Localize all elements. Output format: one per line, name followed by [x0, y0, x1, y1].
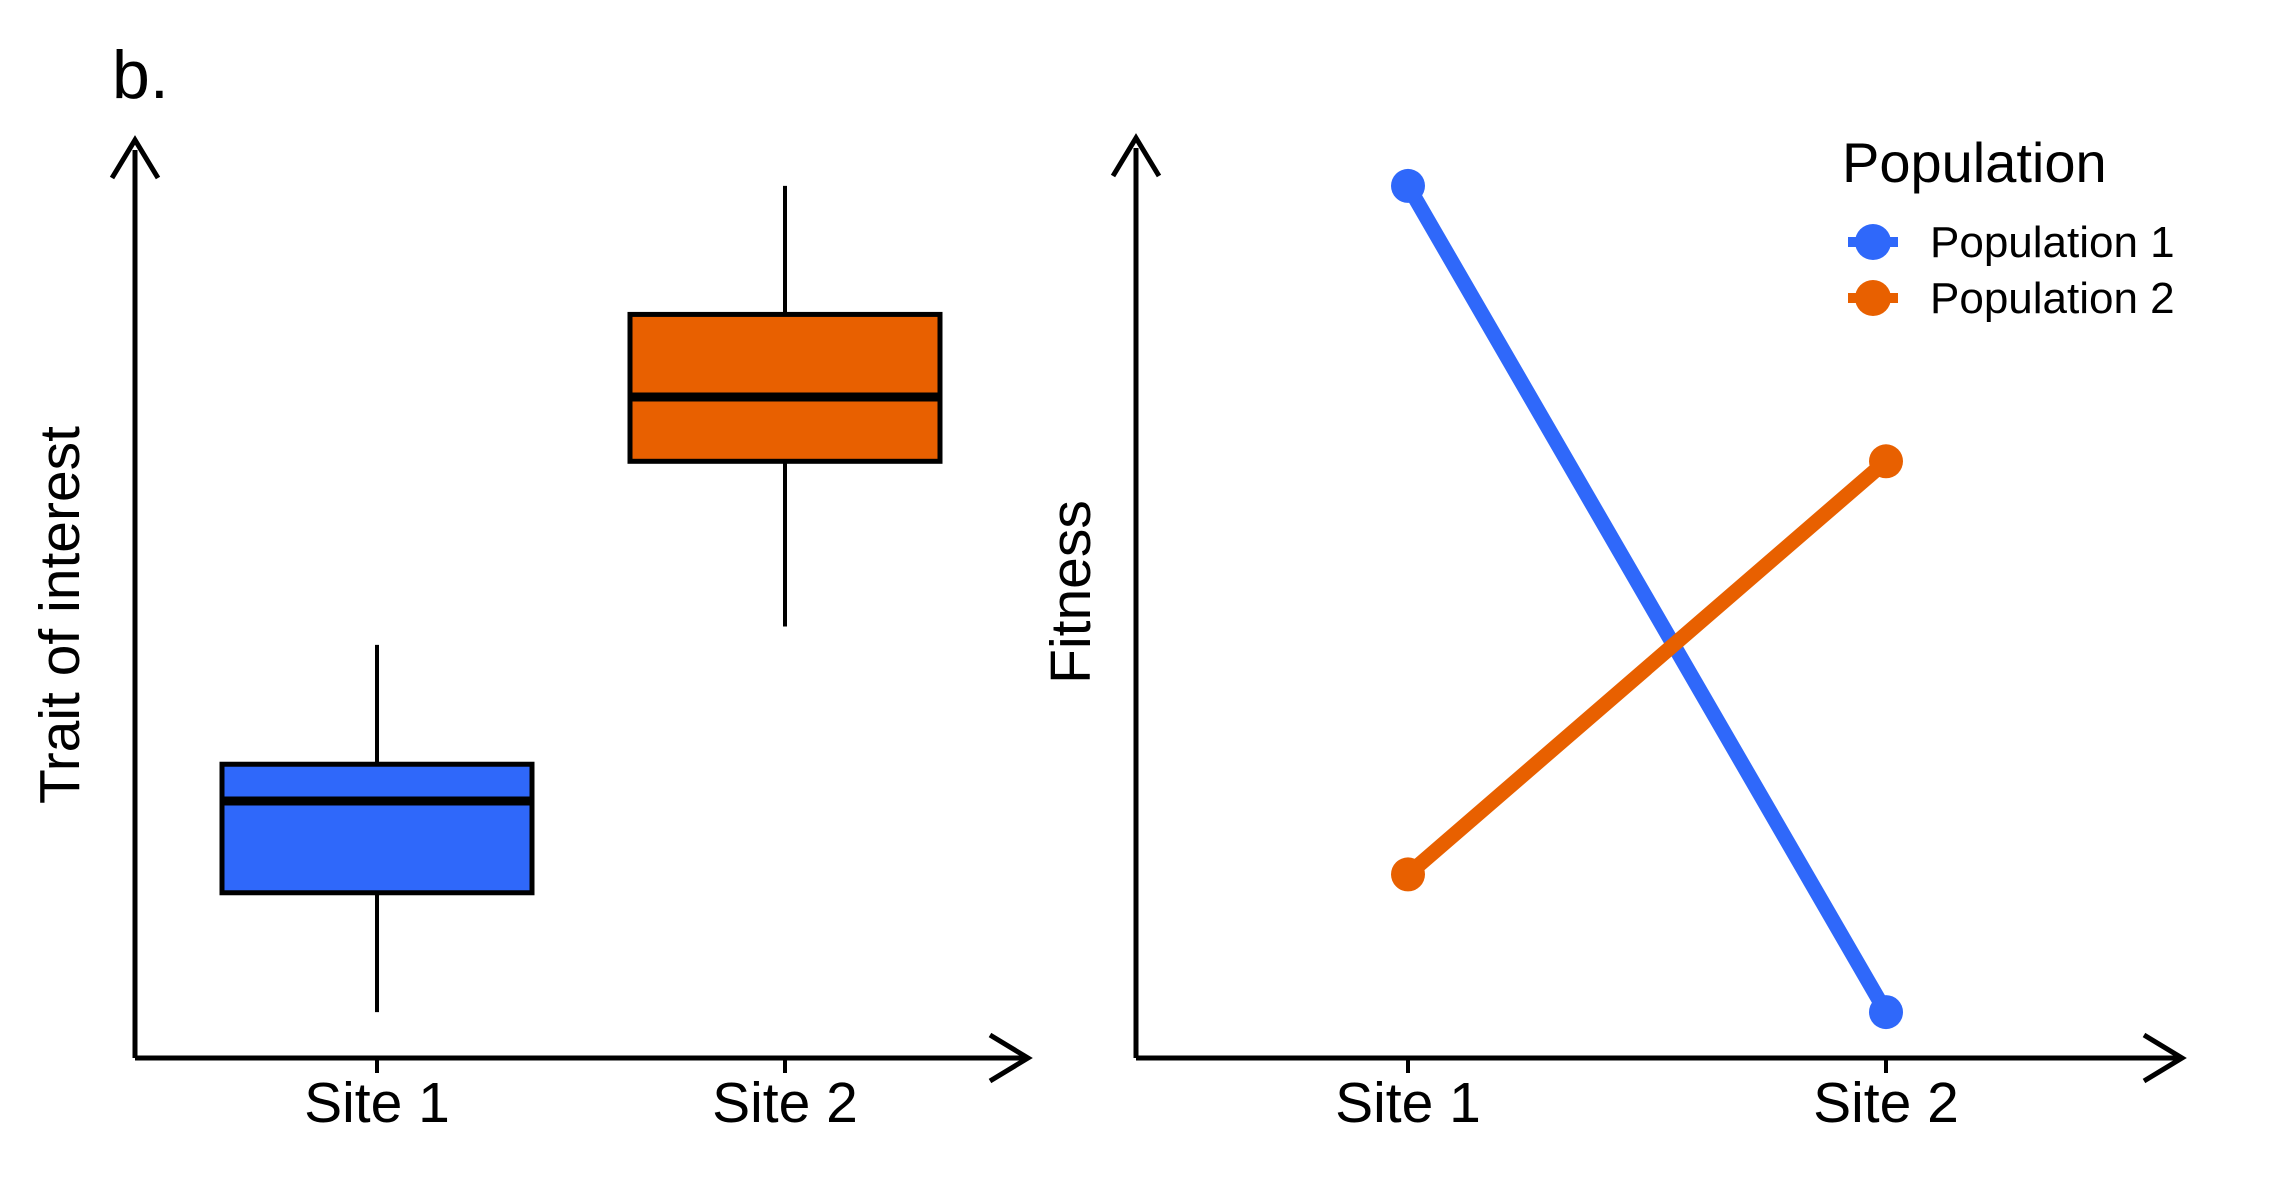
- fitness-line-population-1: [1401, 182, 1893, 1016]
- box-site1: [219, 761, 535, 896]
- right-tick-label-site2: Site 2: [1813, 1071, 1959, 1135]
- legend-label-population-2: Population 2: [1930, 274, 2175, 323]
- legend-item-population-1: Population 1: [1848, 218, 2175, 267]
- legend-key-point-population-1: [1855, 224, 1891, 260]
- right-y-axis-arrowhead-icon: [1110, 133, 1162, 178]
- panel-label: b.: [112, 37, 169, 113]
- point-population-2-site2: [1869, 444, 1903, 479]
- legend-label-population-1: Population 1: [1930, 218, 2175, 267]
- right-x-axis-arrowhead-icon: [2142, 1032, 2187, 1084]
- boxplot-series-layer: [219, 185, 943, 1013]
- fitness-line-panel: Fitness Site 1 Site 2 Population Populat…: [1039, 131, 2187, 1135]
- trait-boxplot-panel: Trait of interest Site 1 Site 2: [28, 135, 1033, 1135]
- left-tick-label-site1: Site 1: [304, 1071, 450, 1135]
- line-series-layer: [1391, 168, 1903, 1030]
- fitness-line-population-2: [1403, 455, 1891, 881]
- left-y-axis-arrowhead-icon: [109, 135, 161, 180]
- left-tick-label-site2: Site 2: [712, 1071, 858, 1135]
- point-population-1-site1: [1391, 168, 1425, 203]
- box-site2: [627, 311, 943, 464]
- legend-title: Population: [1842, 131, 2107, 194]
- legend: Population Population 1 Population 2: [1842, 131, 2175, 323]
- point-population-2-site1: [1391, 857, 1425, 892]
- left-x-axis-arrowhead-icon: [988, 1032, 1033, 1084]
- right-y-axis-label: Fitness: [1039, 500, 1103, 684]
- left-y-axis-label: Trait of interest: [28, 426, 92, 804]
- point-population-1-site2: [1869, 995, 1903, 1030]
- legend-item-population-2: Population 2: [1848, 274, 2175, 323]
- legend-key-point-population-2: [1855, 280, 1891, 316]
- right-tick-label-site1: Site 1: [1335, 1071, 1481, 1135]
